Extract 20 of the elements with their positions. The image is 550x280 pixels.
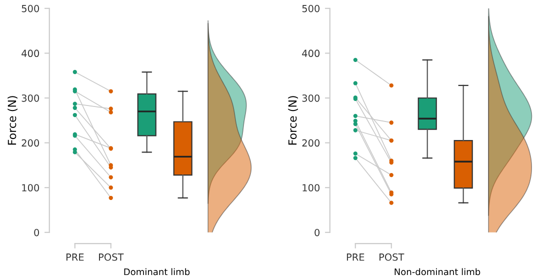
y-tick-label: 100 <box>302 184 320 192</box>
x-tick-label: POST <box>380 253 404 261</box>
y-tick-label: 400 <box>22 50 40 58</box>
y-axis-title: Force (N) <box>288 96 298 145</box>
y-tick-label: 0 <box>314 228 320 236</box>
y-tick-label: 400 <box>302 50 320 58</box>
x-tick-label: PRE <box>346 254 364 261</box>
y-tick-label: 200 <box>302 139 320 147</box>
x-tick-label: PRE <box>66 254 84 261</box>
x-axis-title: Non-dominant limb <box>394 268 480 276</box>
y-tick-label: 100 <box>22 184 40 192</box>
y-tick-label: 0 <box>34 228 40 236</box>
y-tick-label: 200 <box>22 139 40 147</box>
y-axis-title: Force (N) <box>8 96 18 145</box>
y-tick-label: 500 <box>302 4 320 12</box>
y-tick-label: 300 <box>22 94 40 102</box>
y-tick-label: 500 <box>22 4 40 12</box>
x-axis-title: Dominant limb <box>124 268 190 276</box>
x-tick-label: POST <box>99 253 124 261</box>
y-tick-label: 300 <box>302 94 320 102</box>
